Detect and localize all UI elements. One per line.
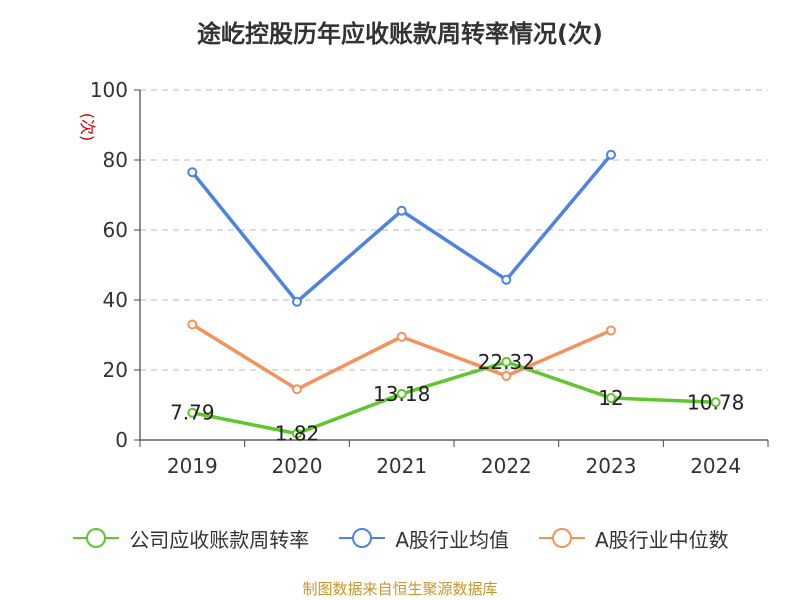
x-tick-label-2020: 2020 [272,454,323,478]
y-axis-label: (次) [78,113,97,142]
legend-marker-icon [73,528,120,548]
legend-label: 公司应收账款周转率 [129,527,310,552]
data-point-0-2 [396,388,407,399]
data-point-1-1 [292,296,302,307]
data-point-0-5 [710,397,721,408]
data-point-2-4 [606,325,616,336]
data-point-2-1 [292,384,302,395]
legend-circle [552,528,572,548]
data-point-1-4 [606,149,616,160]
data-point-0-3 [501,356,512,367]
data-point-0-1 [292,428,302,439]
data-label-1: 1.82 [275,422,320,446]
x-tick-label-2021: 2021 [376,454,427,478]
series-lines [187,149,721,439]
legend-label: A股行业均值 [395,527,509,552]
legend-marker-icon [339,528,386,548]
legend-label: A股行业中位数 [595,527,729,552]
grid-lines [140,89,768,371]
data-point-0-4 [606,393,616,403]
data-point-2-3 [501,370,512,381]
x-tick-label-2022: 2022 [481,454,532,478]
series-line-1 [190,153,613,304]
data-point-2-2 [396,331,407,342]
y-tick-label-20: 20 [103,358,128,382]
legend-circle [86,528,107,548]
axes: 0 20 40 60 80 100 2019 2020 2021 2022 2023 2024 (次) [78,78,769,478]
data-point-1-2 [396,205,407,216]
data-label-4: 12 [598,386,623,410]
y-tick-label-80: 80 [103,148,128,172]
data-point-1-0 [187,167,198,178]
series-line-0 [191,360,716,436]
data-label-5: 10.78 [687,390,744,414]
data-label-0: 7.79 [170,401,215,425]
data-point-2-0 [187,319,198,330]
legend-circle [352,528,373,548]
legend-item-1[interactable]: A股行业均值 [337,524,509,553]
y-tick-label-60: 60 [103,218,128,242]
legend-item-0[interactable]: 公司应收账款周转率 [71,524,309,553]
data-point-0-0 [187,407,198,418]
legend-item-2[interactable]: A股行业中位数 [537,524,729,553]
y-tick-label-100: 100 [90,78,128,102]
data-label-3: 22.32 [478,350,535,374]
x-tick-label-2023: 2023 [586,454,637,478]
source-note: 制图数据来自恒生聚源数据库 [302,580,498,598]
data-point-1-3 [501,274,512,285]
legend-marker-icon [539,528,585,548]
y-tick-label-40: 40 [103,288,128,312]
data-label-2: 13.18 [373,382,430,406]
legend: 公司应收账款周转率 A股行业均值 A股行业中位数 [0,520,800,556]
x-tick-label-2024: 2024 [690,454,741,478]
data-labels: 7.79 1.82 13.18 22.32 12 10.78 [170,350,744,446]
x-tick-label-2019: 2019 [167,454,218,478]
chart-title: 途屹控股历年应收账款周转率情况(次) [197,20,603,48]
y-tick-label-0: 0 [115,428,128,452]
